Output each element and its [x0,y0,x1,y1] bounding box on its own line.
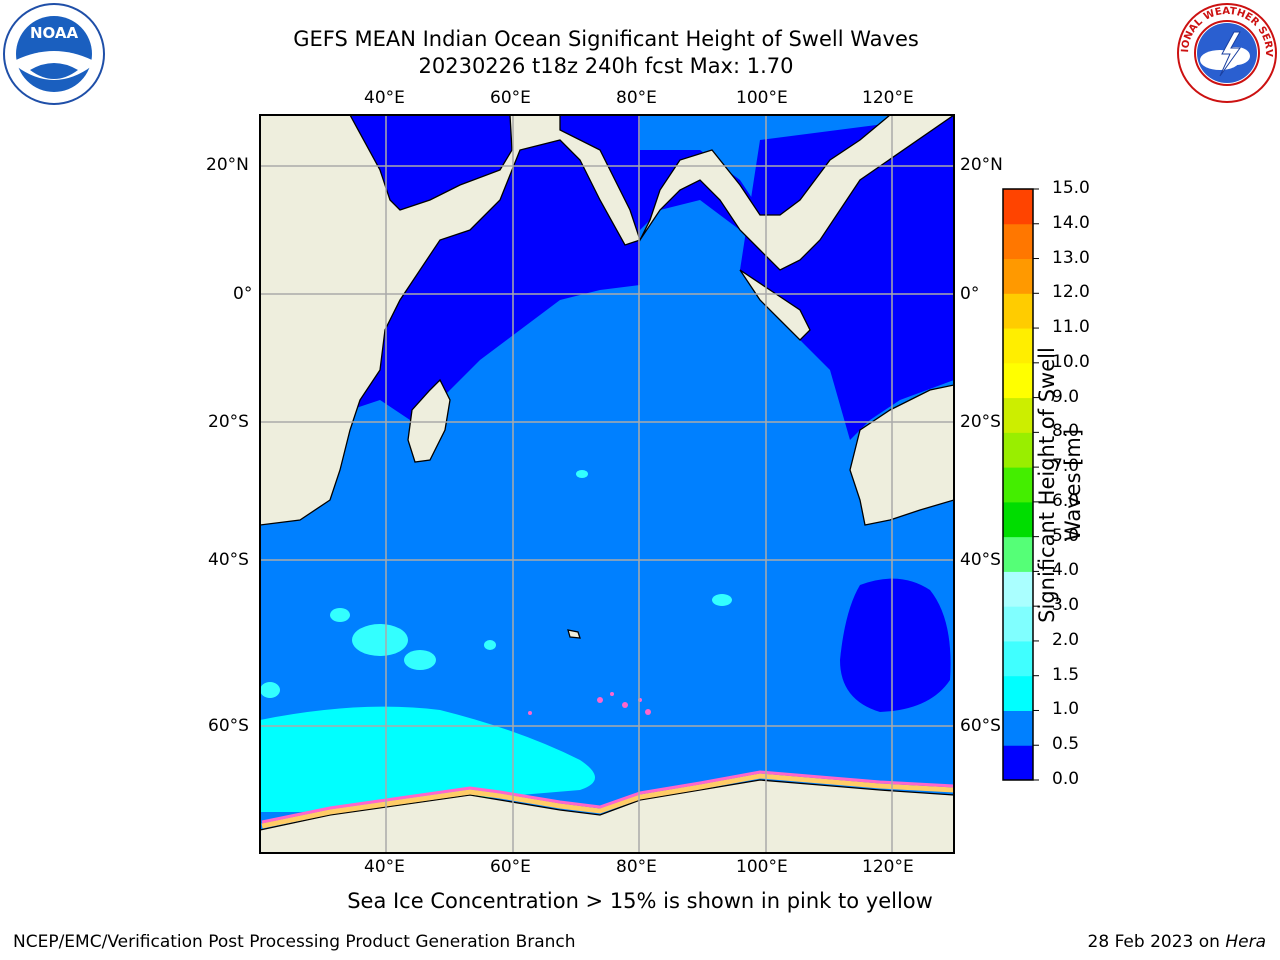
colorbar-segment [1003,467,1033,503]
colorbar-tick-label: 3.0 [1052,595,1080,616]
lat-label-right-20S: 20°S [960,412,1001,432]
chart-title: GEFS MEAN Indian Ocean Significant Heigh… [293,27,919,51]
colorbar-segment [1003,745,1033,781]
colorbar-tick-label: 14.0 [1052,212,1090,233]
colorbar-segment [1003,536,1033,572]
colorbar-segment [1003,293,1033,329]
lat-label-left-0: 0° [233,284,253,304]
chart-subtitle: 20230226 t18z 240h fcst Max: 1.70 [418,54,794,78]
colorbar-segment [1003,571,1033,607]
lon-label-bottom-60E: 60°E [490,857,531,877]
land-masses [260,115,954,853]
land-kerguelen [567,629,581,639]
colorbar-frame [1002,188,1034,781]
colorbar-segment [1003,501,1033,538]
colorbar-segment [1003,189,1033,225]
colorbar-segment [1003,432,1033,468]
colorbar-tick-label: 12.0 [1052,282,1090,303]
colorbar-tick-label: 8.0 [1052,421,1080,442]
colorbar-tick-label: 10.0 [1052,351,1090,372]
lat-label-left-20N: 20°N [206,155,249,175]
lat-label-right-60S: 60°S [960,716,1001,736]
colorbar-tick-label: 13.0 [1052,247,1090,268]
colorbar-title: Significant Height of Swell Waves [m] [1035,347,1085,623]
graticule [260,115,954,853]
colorbar-tick-label: 11.0 [1052,317,1090,338]
colorbar-tick-label: 7.0 [1052,456,1080,477]
land-australia [849,384,954,526]
lon-label-top-120E: 120°E [862,88,914,108]
lon-label-top-100E: 100°E [736,88,788,108]
lon-label-top-40E: 40°E [364,88,405,108]
land-madagascar [407,378,451,463]
colorbar-tick-label: 9.0 [1052,386,1080,407]
colorbar-tick-label: 4.0 [1052,560,1080,581]
colorbar-segment [1003,640,1033,677]
footer-host: Hera [1225,932,1266,952]
colorbar-tick-label: 5.0 [1052,525,1080,546]
colorbar [1003,188,1039,781]
colorbar-tick-label: 6.0 [1052,490,1080,511]
colorbar-segment [1003,362,1033,399]
lon-label-bottom-80E: 80°E [616,857,657,877]
southern-ocean-higher-swell [260,706,595,812]
colorbar-tick-label: 1.0 [1052,699,1080,720]
colorbar-segment [1003,258,1033,294]
lat-label-left-20S: 20°S [208,412,249,432]
footer-credit: NCEP/EMC/Verification Post Processing Pr… [13,932,576,952]
footer-date-text: 28 Feb 2023 on [1087,932,1226,952]
sea-ice-note: Sea Ice Concentration > 15% is shown in … [347,889,933,913]
svg-text:NOAA: NOAA [30,24,79,42]
colorbar-tick-label: 2.0 [1052,629,1080,650]
lat-label-left-40S: 40°S [208,550,249,570]
lon-label-bottom-100E: 100°E [736,857,788,877]
colorbar-tick-label: 0.5 [1052,734,1080,755]
colorbar-segment [1003,223,1033,260]
lon-label-bottom-40E: 40°E [364,857,405,877]
lat-label-right-0: 0° [960,284,980,304]
indonesia-low-swell [740,115,954,440]
colorbar-segment [1003,606,1033,642]
lon-label-top-80E: 80°E [616,88,657,108]
colorbar-segment [1003,328,1033,364]
colorbar-segment [1003,675,1033,711]
lat-label-right-20N: 20°N [960,155,1003,175]
southeast-low-swell [840,578,951,712]
lon-label-bottom-120E: 120°E [862,857,914,877]
land-africa-arabia [260,115,954,526]
colorbar-tick-label: 15.0 [1052,178,1090,198]
colorbar-segment [1003,397,1033,433]
colorbar-segment [1003,710,1033,746]
colorbar-tick-label: 0.0 [1052,769,1080,789]
sea-ice-band [261,770,954,829]
land-antarctica [260,779,954,853]
lat-label-left-60S: 60°S [208,716,249,736]
map-frame [259,114,955,854]
scattered-higher-swell-patches [260,470,732,698]
nws-logo-icon: NATIONAL WEATHER SERVICE [1176,2,1277,103]
colorbar-tick-label: 1.5 [1052,664,1080,685]
lon-label-top-60E: 60°E [490,88,531,108]
footer-date: 28 Feb 2023 on Hera [1088,932,1266,952]
noaa-logo-icon: NOAA [3,3,105,105]
lat-label-right-40S: 40°S [960,550,1001,570]
